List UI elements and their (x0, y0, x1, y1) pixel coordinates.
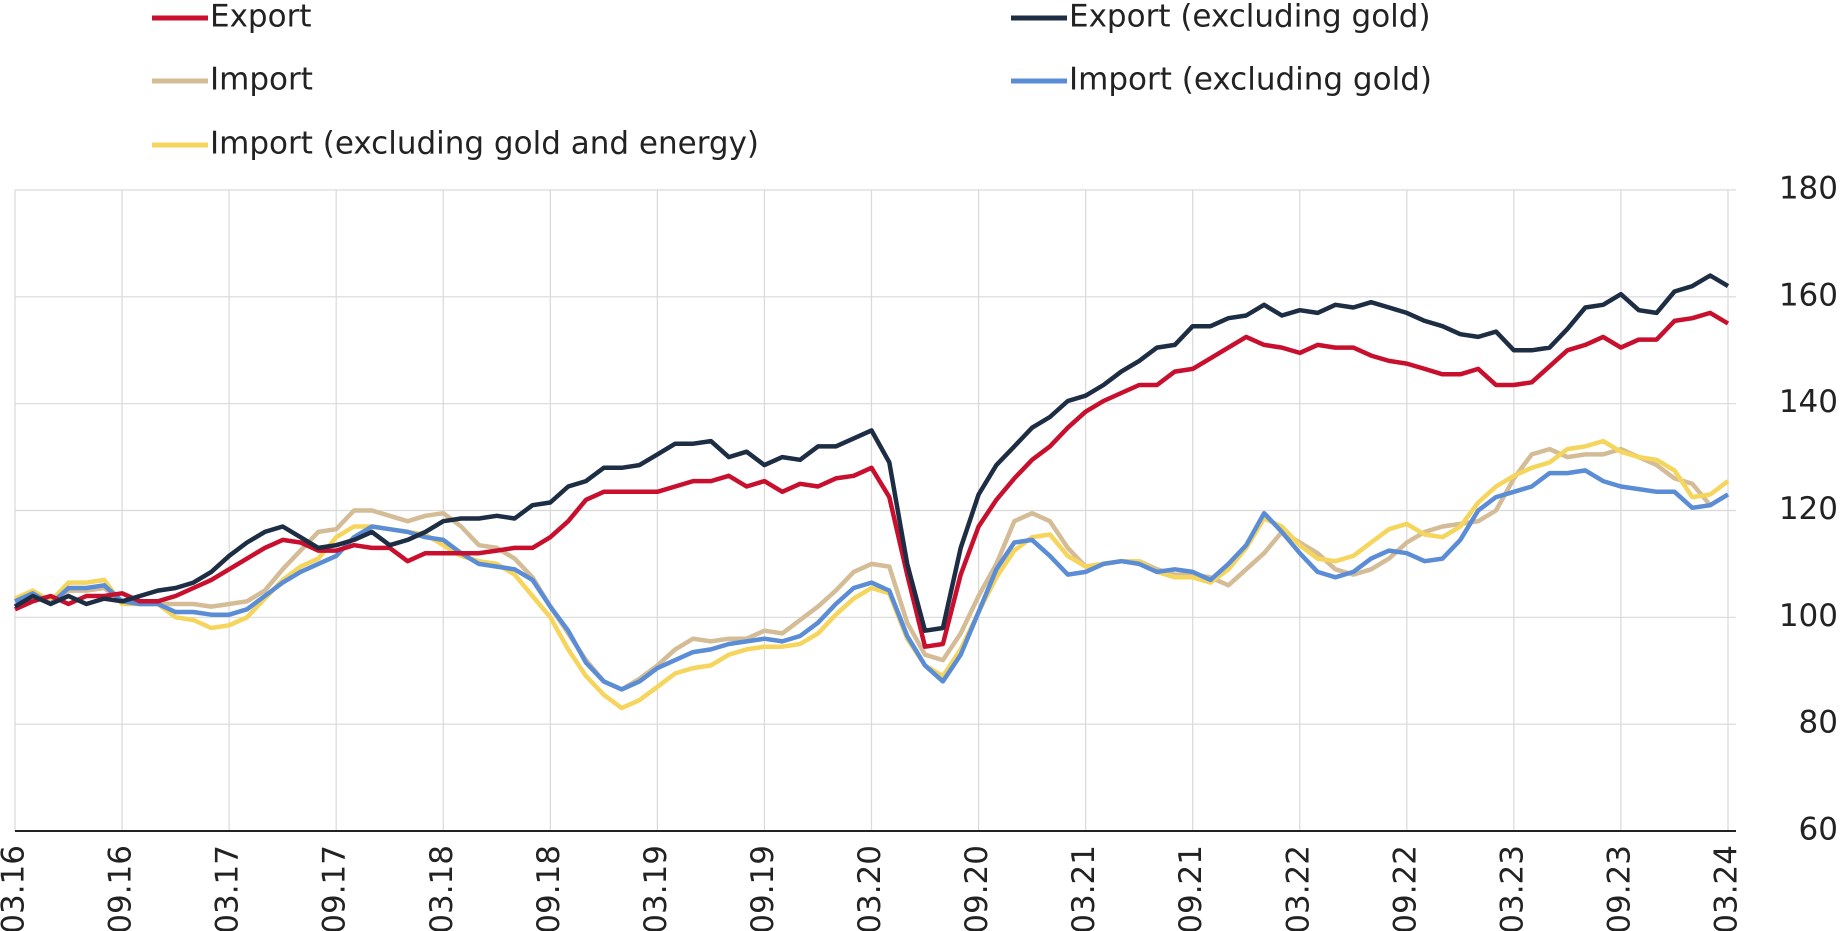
series-line (14, 468, 1730, 692)
x-tick-label: 03.20 (852, 845, 888, 931)
x-tick-label: 03.18 (424, 845, 460, 931)
y-tick-label: 140 (1779, 384, 1838, 420)
x-tick-label: 09.21 (1173, 845, 1209, 931)
x-tick-label: 09.17 (317, 845, 353, 931)
x-tick-label: 09.19 (745, 845, 781, 931)
series-line (14, 446, 1730, 692)
y-tick-label: 80 (1799, 705, 1838, 741)
x-tick-label: 03.21 (1066, 845, 1102, 931)
series-line (13, 273, 1730, 633)
legend-label: Export (210, 0, 311, 35)
x-tick-label: 09.20 (959, 845, 995, 931)
y-tick-label: 180 (1779, 171, 1838, 207)
x-tick-label: 03.19 (638, 845, 674, 931)
legend-label: Import (210, 62, 313, 98)
x-tick-label: 03.22 (1280, 845, 1316, 931)
x-tick-label: 09.23 (1601, 845, 1637, 931)
x-tick-label: 09.22 (1387, 845, 1423, 931)
legend-label: Import (excluding gold) (1069, 62, 1432, 98)
x-tick-label: 09.16 (103, 845, 139, 931)
series-line (14, 310, 1730, 649)
x-tick-label: 03.17 (210, 845, 246, 931)
legend-label: Import (excluding gold and energy) (210, 126, 759, 162)
x-tick-label: 03.23 (1494, 845, 1530, 931)
series-line (14, 438, 1730, 711)
y-tick-label: 120 (1779, 491, 1838, 527)
x-tick-label: 03.24 (1709, 845, 1745, 931)
legend-label: Export (excluding gold) (1069, 0, 1431, 35)
x-tick-label: 09.18 (531, 845, 567, 931)
x-tick-label: 03.16 (0, 845, 32, 931)
y-tick-label: 100 (1779, 598, 1838, 634)
y-tick-label: 160 (1779, 277, 1838, 313)
y-tick-label: 60 (1799, 812, 1838, 848)
